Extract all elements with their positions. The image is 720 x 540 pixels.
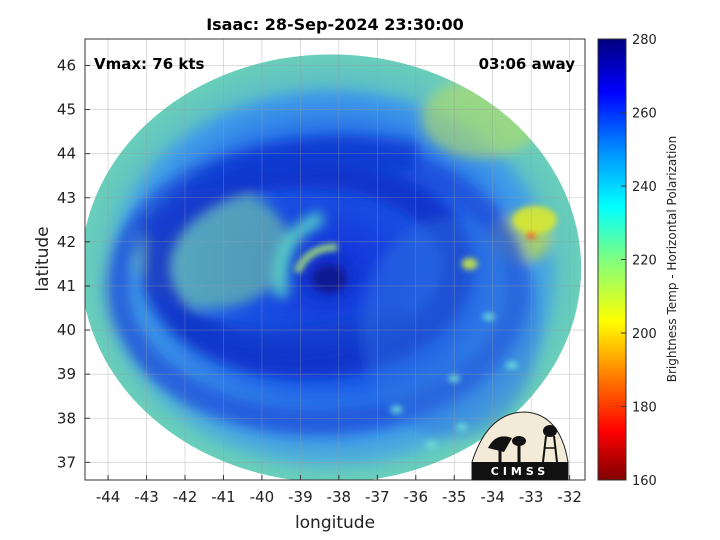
- x-tick-label: -36: [404, 488, 429, 506]
- x-tick-label: -42: [173, 488, 198, 506]
- colorbar-tick-label: 280: [632, 33, 657, 48]
- colorbar-tick-label: 220: [632, 254, 657, 269]
- x-tick-label: -40: [250, 488, 275, 506]
- colorbar-tick-label: 180: [632, 401, 657, 416]
- colorbar-tick-label: 200: [632, 327, 657, 342]
- time-away-annotation: 03:06 away: [479, 55, 576, 73]
- y-tick-label: 43: [57, 189, 76, 207]
- chart-title: Isaac: 28-Sep-2024 23:30:00: [206, 15, 464, 34]
- colorbar-label: Brightness Temp - Horizontal Polarizatio…: [665, 136, 679, 383]
- x-tick-label: -43: [134, 488, 159, 506]
- logo-text: CIMSS: [491, 465, 549, 478]
- y-axis: 37 38 39 40 41 42 43 44 45 46: [57, 56, 90, 471]
- x-tick-label: -34: [480, 488, 505, 506]
- colorbar-tick-label: 240: [632, 180, 657, 195]
- y-tick-label: 37: [57, 453, 76, 471]
- grid: [85, 39, 585, 480]
- x-tick-label: -38: [327, 488, 352, 506]
- y-tick-label: 44: [57, 145, 76, 163]
- x-tick-label: -37: [365, 488, 390, 506]
- y-tick-label: 46: [57, 56, 76, 74]
- x-axis: -44 -43 -42 -41 -40 -39 -38 -37 -36 -35 -34 -33 -32: [96, 475, 582, 506]
- y-tick-label: 42: [57, 233, 76, 251]
- y-tick-label: 41: [57, 277, 76, 295]
- vmax-annotation: Vmax: 76 kts: [94, 55, 204, 73]
- colorbar-tick-label: 260: [632, 107, 657, 122]
- y-tick-label: 39: [57, 365, 76, 383]
- x-tick-label: -41: [211, 488, 236, 506]
- plot-frame: [84, 38, 586, 481]
- cimss-logo: CIMSS: [471, 411, 569, 481]
- colorbar-ticks: 160 180 200 220 240 260 280: [621, 33, 657, 489]
- x-tick-label: -32: [557, 488, 582, 506]
- x-tick-label: -44: [96, 488, 121, 506]
- brightness-temp-image: [85, 54, 582, 480]
- colorbar: 160 180 200 220 240 260 280 Brightness Temp - …: [597, 33, 679, 489]
- y-tick-label: 40: [57, 321, 76, 339]
- x-tick-label: -35: [442, 488, 467, 506]
- y-axis-label: latitude: [33, 226, 53, 291]
- colorbar-tick-label: 160: [632, 474, 657, 489]
- x-tick-label: -39: [288, 488, 313, 506]
- x-axis-label: longitude: [295, 513, 375, 533]
- y-tick-label: 38: [57, 409, 76, 427]
- y-tick-label: 45: [57, 101, 76, 119]
- x-tick-label: -33: [519, 488, 544, 506]
